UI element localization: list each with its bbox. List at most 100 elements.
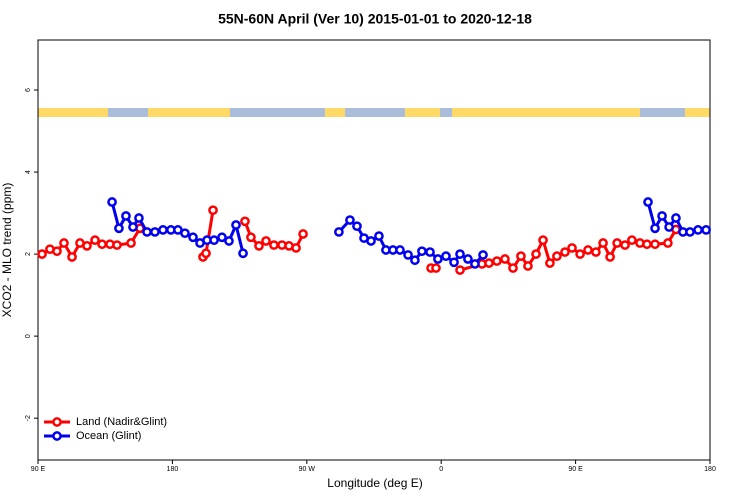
y-axis-label: XCO2 - MLO trend (ppm) — [0, 183, 14, 318]
chart-title: 55N-60N April (Ver 10) 2015-01-01 to 202… — [218, 11, 532, 27]
data-point — [254, 241, 264, 251]
data-point — [334, 227, 344, 237]
x-tick-label: 180 — [704, 466, 716, 473]
data-point — [664, 222, 674, 232]
data-point — [560, 247, 570, 257]
x-tick-label: 90 E — [31, 466, 46, 473]
data-point — [627, 235, 637, 246]
data-point — [671, 213, 681, 223]
data-point — [538, 235, 548, 246]
data-point — [121, 211, 131, 221]
data-point — [269, 240, 279, 250]
data-point — [59, 238, 69, 248]
data-point — [650, 223, 660, 234]
data-point — [508, 263, 518, 273]
data-point — [500, 254, 510, 264]
data-point — [298, 229, 308, 239]
data-point — [598, 238, 608, 248]
data-point — [150, 227, 160, 237]
data-point — [545, 258, 555, 268]
data-point — [701, 225, 711, 235]
plot-frame — [37, 39, 711, 461]
data-point — [261, 236, 271, 246]
y-tick-label: 0 — [25, 334, 32, 338]
data-point — [417, 246, 427, 257]
data-point — [591, 247, 601, 257]
data-point — [395, 245, 405, 255]
data-point — [478, 250, 488, 260]
data-point — [352, 221, 362, 232]
data-point — [231, 220, 241, 230]
data-point — [583, 245, 593, 255]
data-point — [484, 258, 494, 268]
data-point — [82, 241, 92, 251]
data-point — [516, 251, 526, 262]
data-point — [620, 240, 630, 250]
data-point — [201, 248, 211, 259]
x-tick-label: 90 W — [299, 466, 316, 473]
data-point — [345, 215, 355, 225]
data-point — [114, 223, 124, 234]
data-point — [612, 238, 622, 248]
data-point — [238, 248, 248, 259]
data-point — [463, 254, 473, 264]
data-point — [650, 239, 660, 250]
x-tick-label: 180 — [167, 466, 179, 473]
data-point — [158, 225, 168, 235]
data-point — [552, 251, 562, 262]
data-point — [433, 254, 443, 264]
data-point — [246, 232, 256, 243]
data-point — [291, 243, 301, 253]
data-point — [643, 197, 653, 207]
data-point — [126, 238, 136, 248]
data-point — [37, 249, 47, 259]
data-point — [112, 240, 122, 250]
data-point — [224, 236, 234, 246]
data-point — [693, 225, 703, 235]
data-point — [52, 246, 62, 257]
data-point — [128, 222, 138, 232]
data-point — [575, 249, 585, 259]
data-point — [455, 249, 465, 259]
data-point — [492, 256, 502, 266]
legend-label: Ocean (Glint) — [76, 430, 141, 442]
data-point — [531, 249, 541, 259]
data-point — [431, 263, 441, 273]
map-strip — [38, 108, 710, 117]
data-point — [523, 261, 533, 271]
y-tick-label: 2 — [25, 252, 32, 256]
data-point — [134, 213, 144, 223]
data-point — [685, 227, 695, 237]
x-tick-label: 90 E — [568, 466, 583, 473]
data-point — [240, 216, 250, 227]
data-point — [605, 252, 615, 262]
data-point — [403, 250, 413, 260]
data-point — [449, 257, 459, 268]
data-point — [217, 232, 227, 243]
y-tick-label: 4 — [25, 170, 32, 174]
data-point — [663, 238, 673, 248]
data-point — [209, 235, 219, 246]
data-point — [470, 259, 480, 269]
data-point — [188, 232, 198, 243]
data-point — [455, 265, 465, 275]
data-point — [67, 252, 77, 262]
data-point — [567, 243, 577, 253]
data-point — [441, 251, 451, 262]
data-point — [425, 247, 435, 257]
data-point — [374, 231, 384, 241]
data-point — [208, 205, 218, 216]
x-tick-label: 0 — [439, 466, 443, 473]
legend-marker — [52, 417, 62, 427]
y-tick-label: -2 — [25, 415, 32, 421]
legend-marker — [52, 431, 62, 441]
data-point — [410, 255, 420, 266]
data-point — [97, 239, 107, 250]
data-point — [90, 235, 100, 246]
data-point — [657, 211, 667, 221]
data-point — [180, 228, 190, 239]
data-point — [142, 227, 152, 237]
data-point — [642, 239, 652, 250]
y-tick-label: 6 — [25, 88, 32, 92]
